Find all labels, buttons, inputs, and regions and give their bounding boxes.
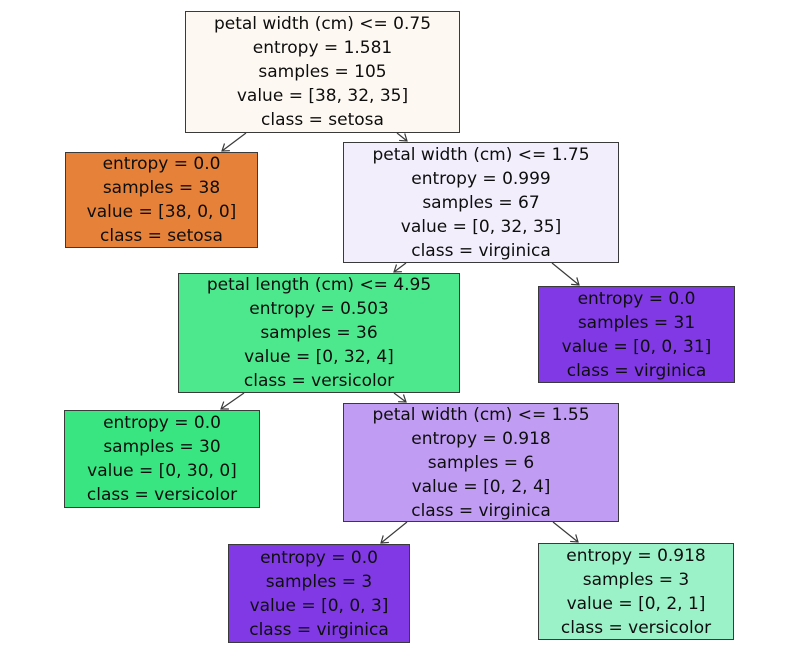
node-samples: samples = 31 [577, 312, 696, 333]
node-split-condition: petal width (cm) <= 1.55 [372, 404, 590, 425]
tree-node-versicolor-leaf-30: entropy = 0.0 samples = 30 value = [0, 3… [64, 410, 260, 508]
node-split-condition: petal length (cm) <= 4.95 [206, 275, 432, 295]
node-entropy: entropy = 0.0 [260, 547, 378, 568]
tree-node-petal-width-175: petal width (cm) <= 1.75 entropy = 0.999… [343, 142, 619, 263]
node-value: value = [0, 0, 3] [249, 595, 389, 616]
edge-node3-node6 [393, 392, 407, 403]
node-entropy: entropy = 0.918 [566, 545, 706, 566]
node-value: value = [38, 0, 0] [86, 202, 237, 222]
node-entropy: entropy = 0.0 [103, 413, 221, 433]
node-class: class = virginica [411, 240, 551, 261]
node-class: class = setosa [100, 226, 223, 246]
node-value: value = [0, 2, 1] [566, 593, 706, 614]
node-samples: samples = 67 [422, 192, 540, 213]
node-samples: samples = 30 [103, 437, 221, 457]
node-class: class = versicolor [560, 617, 712, 638]
node-samples: samples = 3 [582, 569, 690, 590]
node-samples: samples = 105 [258, 62, 387, 82]
node-entropy: entropy = 0.918 [411, 428, 551, 449]
node-class: class = virginica [411, 500, 551, 521]
edge-node0-node2 [396, 132, 408, 142]
node-value: value = [0, 2, 4] [411, 476, 551, 497]
node-samples: samples = 36 [260, 323, 378, 343]
node-samples: samples = 6 [427, 452, 535, 473]
tree-node-versicolor-leaf-3: entropy = 0.918 samples = 3 value = [0, … [538, 543, 734, 640]
edge-node6-node8 [552, 521, 579, 543]
node-samples: samples = 38 [102, 178, 221, 198]
node-class: class = versicolor [86, 485, 238, 505]
node-value: value = [38, 32, 35] [236, 86, 409, 106]
edge-node0-node1 [221, 132, 247, 152]
edge-node2-node4 [551, 262, 580, 286]
node-class: class = setosa [261, 110, 384, 130]
node-split-condition: petal width (cm) <= 1.75 [372, 144, 590, 165]
node-value: value = [0, 32, 4] [244, 347, 394, 367]
node-samples: samples = 3 [265, 571, 373, 592]
node-entropy: entropy = 0.0 [102, 154, 221, 174]
tree-node-petal-length-495: petal length (cm) <= 4.95 entropy = 0.50… [178, 273, 460, 393]
edge-node6-node7 [380, 521, 408, 544]
edge-node3-node5 [220, 392, 245, 410]
node-entropy: entropy = 1.581 [252, 38, 393, 58]
node-class: class = virginica [249, 619, 389, 640]
node-class: class = virginica [566, 360, 707, 381]
edge-node2-node3 [393, 262, 407, 273]
node-value: value = [0, 30, 0] [87, 461, 237, 481]
tree-node-virginica-leaf-3: entropy = 0.0 samples = 3 value = [0, 0,… [228, 544, 410, 643]
tree-node-root: petal width (cm) <= 0.75 entropy = 1.581… [185, 11, 460, 133]
tree-node-virginica-leaf-31: entropy = 0.0 samples = 31 value = [0, 0… [538, 286, 735, 383]
tree-node-setosa-leaf: entropy = 0.0 samples = 38 value = [38, … [65, 152, 258, 248]
node-entropy: entropy = 0.0 [577, 288, 696, 309]
node-class: class = versicolor [243, 371, 395, 391]
tree-node-petal-width-155: petal width (cm) <= 1.55 entropy = 0.918… [343, 403, 619, 522]
node-value: value = [0, 32, 35] [400, 216, 562, 237]
node-entropy: entropy = 0.503 [249, 299, 389, 319]
node-value: value = [0, 0, 31] [561, 336, 712, 357]
node-split-condition: petal width (cm) <= 0.75 [213, 14, 432, 34]
node-entropy: entropy = 0.999 [411, 168, 551, 189]
